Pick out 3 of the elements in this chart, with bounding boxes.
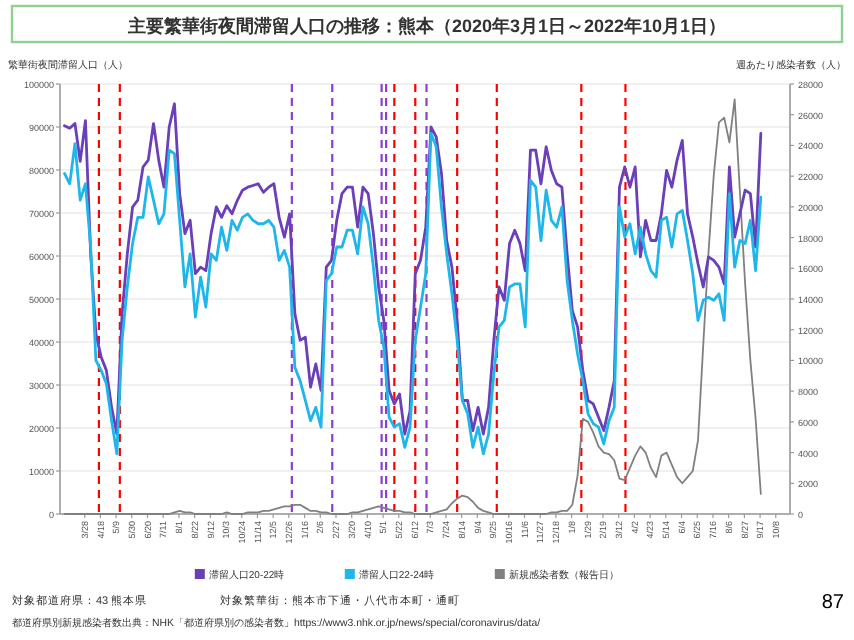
annotation: 87 xyxy=(821,592,844,614)
chart-title: 主要繁華街夜間滞留人口の推移：熊本（2020年3月1日～2022年10月1日） xyxy=(125,16,727,36)
title: 主要繁華街夜間滞留人口の推移：熊本（2020年3月1日～2022年10月1日） xyxy=(10,4,844,44)
